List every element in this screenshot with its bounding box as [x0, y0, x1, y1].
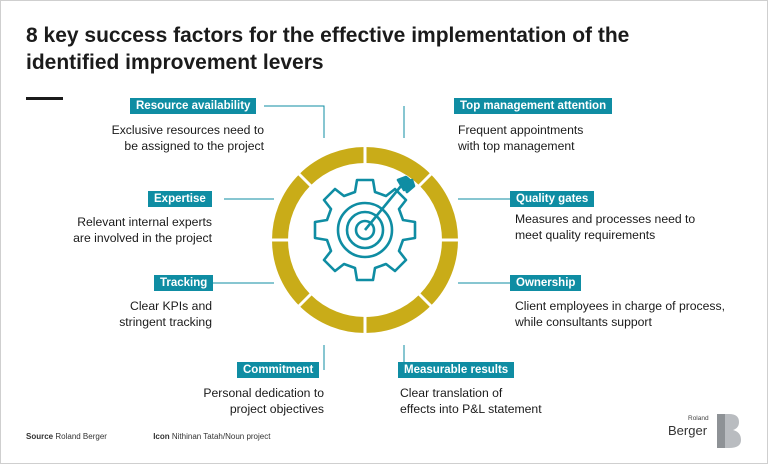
label-tracking: Tracking: [154, 275, 214, 291]
label-measurable-results: Measurable results: [398, 362, 515, 378]
icon-label: Icon: [153, 432, 170, 441]
source-label: Source: [26, 432, 54, 441]
logo-main-text: Berger: [668, 423, 708, 438]
logo-b-icon: [717, 414, 741, 448]
desc-expertise: Relevant internal experts are involved in…: [73, 215, 212, 245]
label-commitment: Commitment: [237, 362, 320, 378]
icon-value: Nithinan Tatah/Noun project: [171, 432, 271, 441]
desc-resource-availability: Exclusive resources need to be assigned t…: [111, 123, 264, 153]
label-expertise: Expertise: [148, 191, 212, 207]
footer: Source Roland Berger Icon Nithinan Tatah…: [26, 432, 292, 441]
desc-ownership: Client employees in charge of process, wh…: [515, 299, 726, 329]
title-rule: [26, 97, 63, 100]
desc-measurable-results: Clear translation of effects into P&L sta…: [400, 386, 542, 416]
label-quality-gates: Quality gates: [510, 191, 595, 207]
ring-separators: [271, 146, 459, 334]
desc-commitment: Personal dedication to project objectives: [203, 386, 324, 416]
connector-resource-availability: [264, 105, 325, 138]
label-top-management-attention: Top management attention: [454, 98, 613, 114]
page-title: 8 key success factors for the effective …: [26, 24, 630, 74]
source-value: Roland Berger: [55, 432, 107, 441]
label-ownership: Ownership: [510, 275, 582, 291]
desc-quality-gates: Measures and processes need to meet quali…: [515, 212, 696, 242]
desc-top-management-attention: Frequent appointments with top management: [458, 123, 584, 153]
logo-small-text: Roland: [688, 415, 709, 422]
desc-tracking: Clear KPIs and stringent tracking: [119, 299, 212, 329]
label-resource-availability: Resource availability: [130, 98, 257, 114]
target-gear-icon: [313, 175, 417, 282]
